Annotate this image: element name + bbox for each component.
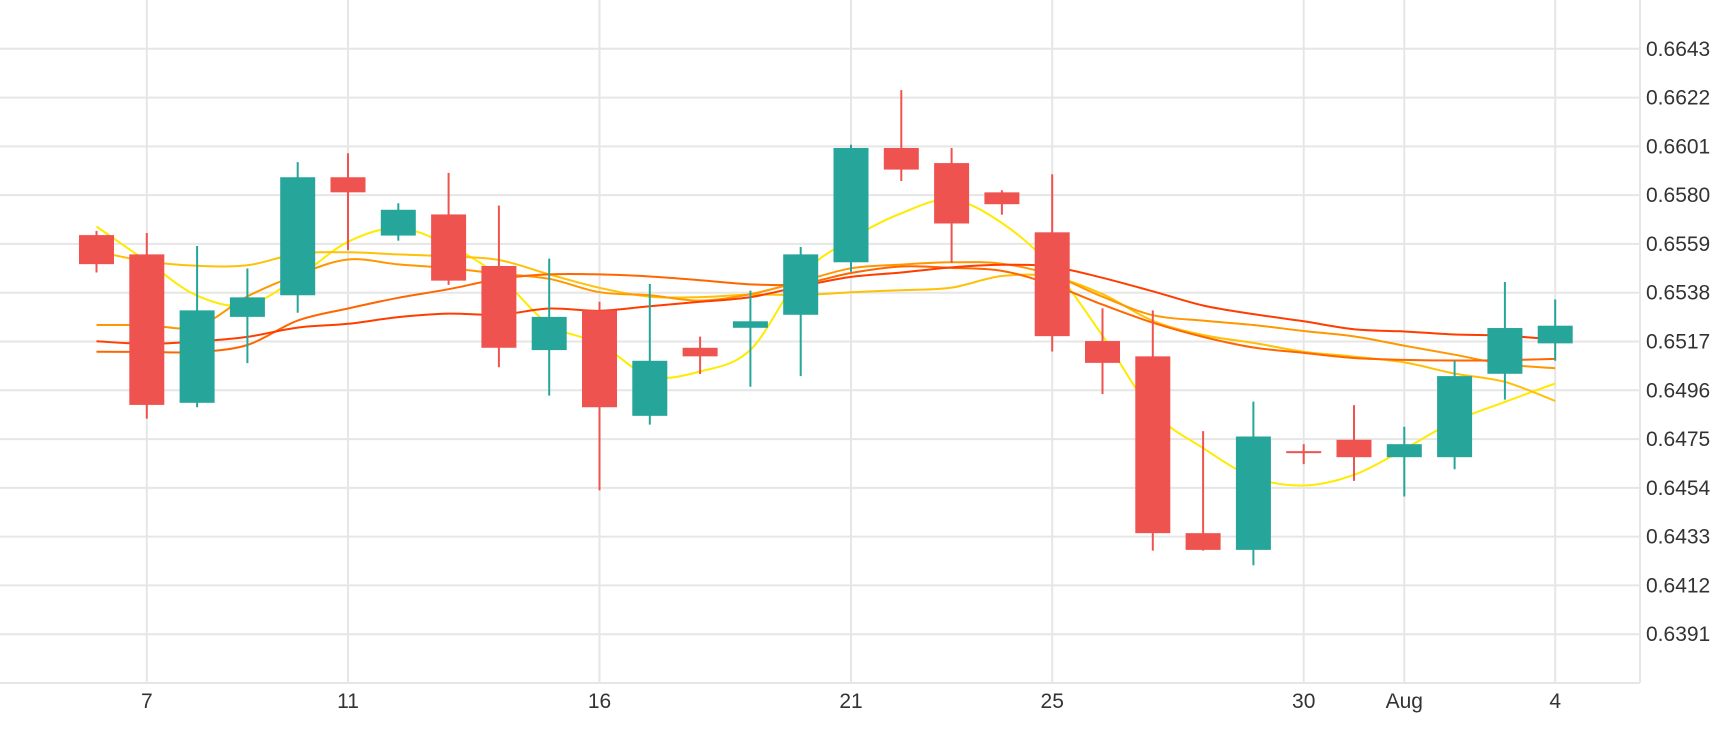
candle [1286,444,1322,465]
candle [833,144,869,272]
candle-body [632,360,668,416]
candle [129,233,165,419]
candle-body [1085,341,1120,363]
candle [1135,310,1171,551]
candle-body [380,209,416,236]
candle-body [229,297,265,317]
x-tick-label: Aug [1386,690,1423,713]
candle-body [1437,376,1473,458]
candle [229,268,265,364]
candle [934,147,970,263]
x-tick-label: 30 [1292,690,1315,713]
x-axis: 71116212530Aug48 [141,690,1561,713]
candle-body [883,147,919,170]
y-tick-label: 0.6538 [1646,282,1710,305]
candle [582,301,617,491]
candle [531,258,567,396]
candle [330,153,366,251]
x-tick-label: 16 [588,690,611,713]
y-tick-label: 0.6580 [1646,184,1710,207]
y-tick-label: 0.6391 [1646,623,1710,646]
candles [79,90,1573,566]
moving-average-line [96,250,1556,402]
candle-body [179,310,215,403]
candle [1336,405,1372,481]
moving-average-line [96,258,1556,370]
candle [1235,401,1271,566]
candle [732,290,768,387]
candle-body [1336,439,1372,458]
y-tick-label: 0.6517 [1646,331,1710,354]
candle-body [1537,325,1573,344]
candle [883,90,919,181]
x-tick-label: 7 [141,690,153,713]
candle [1085,308,1120,395]
candle-body [280,177,316,296]
candle-body [833,147,869,263]
candle [632,283,668,425]
candle [682,336,718,375]
y-tick-label: 0.6433 [1646,526,1710,549]
candle-body [1235,436,1271,550]
y-tick-label: 0.6643 [1646,38,1710,61]
y-tick-label: 0.6454 [1646,477,1711,500]
candle-body [934,163,970,224]
candle-body [79,235,114,265]
x-tick-label: 25 [1041,690,1064,713]
candle-body [481,265,517,348]
candle [380,203,416,241]
candle [1185,431,1221,551]
x-tick-label: 11 [337,690,359,713]
candle-body [732,321,768,328]
y-tick-label: 0.6475 [1646,428,1710,451]
x-tick-label: 4 [1549,690,1561,713]
y-tick-label: 0.6412 [1646,574,1710,597]
candle [783,246,819,377]
y-tick-label: 0.6622 [1646,87,1710,110]
y-axis: 0.6391 0.6412 0.6433 0.6454 0.6475 0.6496 0.65… [1646,38,1711,646]
candle [1487,282,1523,400]
candle-body [984,192,1020,205]
candle-body [582,310,617,408]
x-tick-label: 21 [839,690,862,713]
candle [179,246,215,408]
y-tick-label: 0.6559 [1646,233,1710,256]
candle-body [129,254,165,405]
candle-body [531,316,567,351]
moving-average-line [96,263,1556,345]
candle-body [783,254,819,315]
candle-body [1386,444,1422,458]
candle-body [682,347,718,357]
candle [431,172,467,285]
candle [481,205,517,368]
candle [1537,299,1573,361]
candle [280,162,316,313]
candle-body [330,177,366,193]
candle [1034,174,1070,352]
candle-body [1185,533,1221,550]
moving-average-line [96,265,1556,362]
candle [79,230,114,273]
candle [1437,360,1473,470]
grid [0,0,1641,684]
candle [984,190,1020,215]
candle-body [431,214,467,281]
candle-body [1135,356,1171,534]
y-tick-label: 0.6601 [1646,135,1710,158]
candle-body [1034,232,1070,337]
candle-body [1487,328,1523,374]
candle [1386,426,1422,497]
candle-body [1286,451,1322,454]
y-tick-label: 0.6496 [1646,379,1710,402]
